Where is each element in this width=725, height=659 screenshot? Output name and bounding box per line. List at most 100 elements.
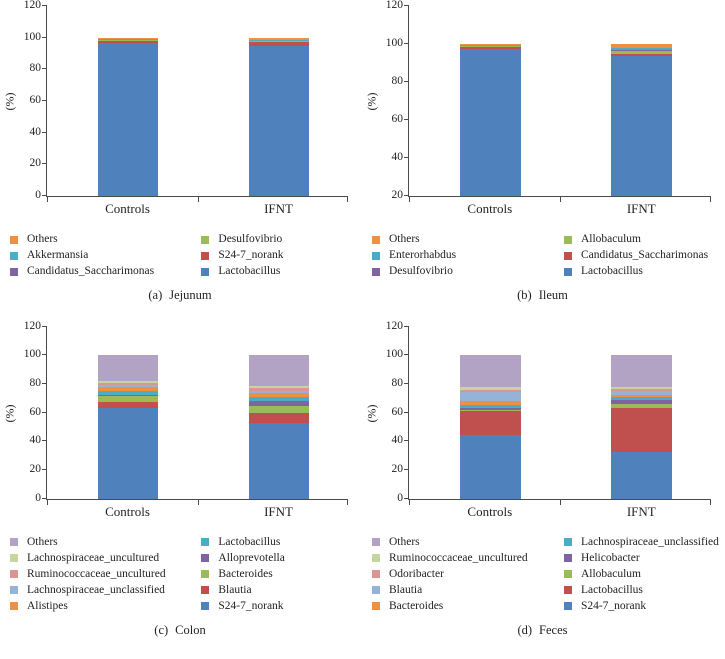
y-axis: 120 100 80 60 40 20 0 xyxy=(380,320,408,504)
legend-column: Others Ruminococcaceae_uncultured Odoribac… xyxy=(372,536,564,616)
y-tick-label: 20 xyxy=(29,462,42,475)
bar-segment-odoribacter xyxy=(460,389,521,393)
legend-swatch-icon xyxy=(10,554,18,562)
legend-item-lactobacillus: Lactobacillus xyxy=(201,536,358,549)
y-axis-label-wrap: (%) xyxy=(364,6,380,197)
legend-label: Bacteroides xyxy=(389,599,444,612)
x-tick-mark xyxy=(710,196,711,202)
legend-item-lactobacillus: Lactobacillus xyxy=(563,265,721,278)
legend-swatch-icon xyxy=(372,251,380,260)
chart-area: (%) 120 100 80 60 40 20 0 xyxy=(2,0,358,202)
y-tick-label: 0 xyxy=(35,491,41,504)
x-tick-mark xyxy=(560,196,561,202)
y-tick-mark xyxy=(404,157,409,158)
y-axis: 120 100 80 60 40 20 0 xyxy=(18,0,46,201)
y-tick-label: 120 xyxy=(23,319,41,332)
legend-label: Others xyxy=(389,535,420,548)
bar-segment-s24-7_norank xyxy=(98,408,159,499)
legend-item-lachnospiraceae_unclassified: Lachnospiraceae_unclassified xyxy=(563,536,721,549)
legend-column: Allobaculum Candidatus_Saccharimonas Lacto… xyxy=(563,233,721,281)
bar-segment-lachnospiraceae_unclassified xyxy=(98,385,159,388)
bar-segment-blautia xyxy=(98,401,159,409)
legend-item-bacteroides: Bacteroides xyxy=(372,600,564,613)
legend-swatch-icon xyxy=(201,251,210,260)
y-tick-label: 100 xyxy=(23,348,41,361)
y-tick-label: 80 xyxy=(391,376,404,389)
bar-segment-bacteroides xyxy=(98,396,159,402)
y-tick-mark xyxy=(404,354,409,356)
panel-feces: (%) 120 100 80 60 40 20 0 Controls IFNT Others Rumi… xyxy=(362,320,725,659)
y-tick-mark xyxy=(404,119,409,120)
bar-segment-ruminococcaceae_uncultured xyxy=(98,383,159,386)
y-tick-label: 20 xyxy=(391,462,404,475)
legend-swatch-icon xyxy=(563,570,572,578)
y-tick-label: 100 xyxy=(23,30,41,43)
legend-swatch-icon xyxy=(563,586,572,594)
legend-swatch-icon xyxy=(10,235,18,244)
bar-segment-lactobacillus xyxy=(98,391,159,395)
x-category-label: IFNT xyxy=(264,201,293,216)
bar-segment-lachnospiraceae_unclassified xyxy=(248,391,309,394)
legend-label: Lactobacillus xyxy=(218,535,281,548)
legend-swatch-icon xyxy=(563,267,572,276)
y-tick-mark xyxy=(404,5,409,6)
bar-segment-s24-7_norank xyxy=(98,40,159,44)
legend-label: Bacteroides xyxy=(218,567,273,580)
legend-swatch-icon xyxy=(372,235,380,244)
legend-swatch-icon xyxy=(563,602,572,610)
bar-segment-lachnospiraceae_unclassified xyxy=(611,397,672,401)
bar-segment-others xyxy=(98,355,159,382)
y-tick-label: 120 xyxy=(23,0,41,11)
y-tick-label: 60 xyxy=(391,405,404,418)
y-tick-mark xyxy=(404,382,409,384)
bar-ifnt xyxy=(611,44,672,196)
bar-segment-allobaculum xyxy=(611,403,672,409)
legend-column: Lachnospiraceae_unclassified Helicobacter… xyxy=(563,536,721,616)
bar-segment-candidatus_saccharimonas xyxy=(460,46,521,49)
legend-item-allobaculum: Allobaculum xyxy=(563,568,721,581)
bar-controls xyxy=(98,355,159,499)
bar-controls xyxy=(460,355,521,499)
plot-area xyxy=(42,325,348,505)
bar-segment-akkermansia xyxy=(248,40,309,41)
legend-swatch-icon xyxy=(10,251,18,260)
x-category-label: IFNT xyxy=(626,201,656,216)
y-tick-label: 60 xyxy=(29,405,42,418)
legend-item-helicobacter: Helicobacter xyxy=(563,552,721,565)
y-tick-mark xyxy=(42,440,47,442)
legend: Others Enterorhabdus Desulfovibrio Allobacu… xyxy=(364,233,721,281)
x-tick-mark xyxy=(347,498,348,505)
y-tick-label: 40 xyxy=(29,434,42,447)
panel-ileum: (%) 120 100 80 60 40 20 Controls IFNT Others Enter… xyxy=(362,0,725,325)
legend-label: Lactobacillus xyxy=(580,583,643,596)
y-tick-label: 0 xyxy=(397,491,403,504)
x-category-label: IFNT xyxy=(626,503,656,519)
y-tick-mark xyxy=(404,43,409,44)
legend-swatch-icon xyxy=(10,602,18,610)
panel-jejunum: (%) 120 100 80 60 40 20 0 Controls IFNT Others Akke… xyxy=(0,0,362,325)
bar-segment-helicobacter xyxy=(611,400,672,404)
legend-label: Alloprevotella xyxy=(218,551,285,564)
y-tick-mark xyxy=(42,325,47,327)
legend-label: Alistipes xyxy=(27,599,68,612)
caption-title: Feces xyxy=(539,622,568,637)
legend-item-others: Others xyxy=(10,233,201,246)
legend-label: S24-7_norank xyxy=(580,599,647,612)
legend-swatch-icon xyxy=(372,554,380,562)
legend-item-others: Others xyxy=(372,233,564,246)
y-tick-mark xyxy=(42,100,47,101)
panel-caption: (a) Jejunum xyxy=(2,288,358,303)
plot-area xyxy=(404,5,711,202)
y-tick-mark xyxy=(42,36,47,38)
bar-segment-lactobacillus xyxy=(248,46,309,196)
y-tick-mark xyxy=(42,497,47,499)
legend-label: Ruminococcaceae_uncultured xyxy=(389,551,528,564)
y-tick-mark xyxy=(404,468,409,470)
bar-segment-others xyxy=(460,44,521,46)
y-tick-mark xyxy=(404,81,409,82)
x-category-label: Controls xyxy=(105,503,150,519)
y-tick-label: 60 xyxy=(391,113,404,125)
legend-swatch-icon xyxy=(201,538,210,546)
legend-item-enterorhabdus: Enterorhabdus xyxy=(372,249,564,262)
x-tick-mark xyxy=(47,498,48,505)
